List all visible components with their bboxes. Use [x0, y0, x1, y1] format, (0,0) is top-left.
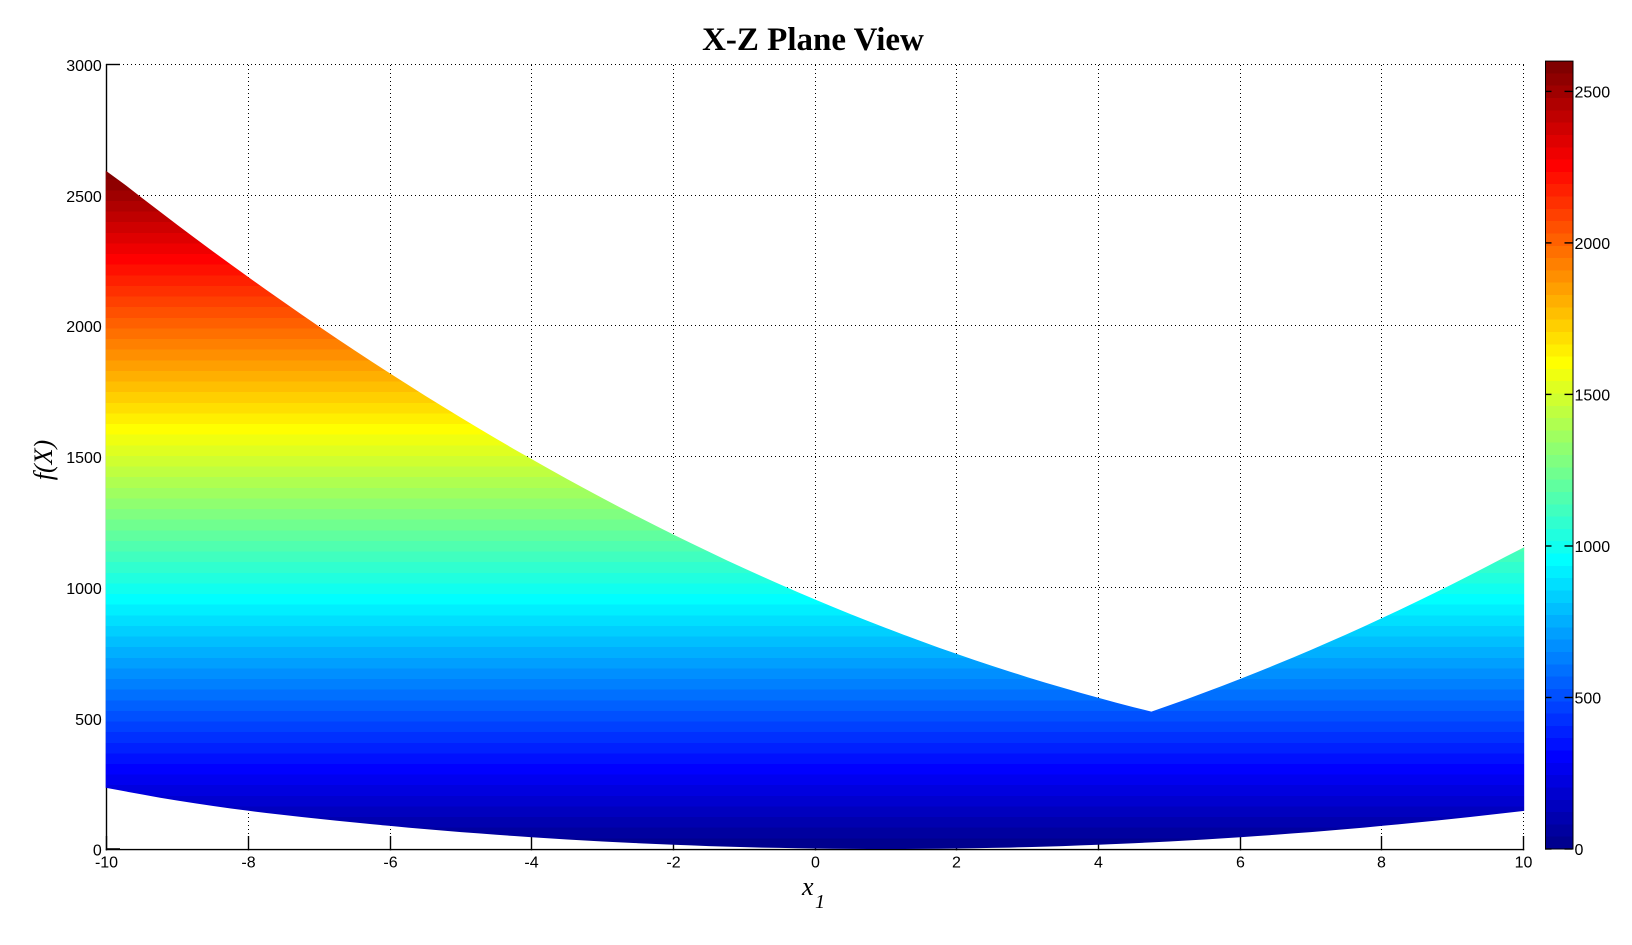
svg-text:10: 10 — [1515, 855, 1533, 872]
svg-text:-2: -2 — [666, 855, 680, 872]
svg-text:1000: 1000 — [1575, 539, 1611, 556]
svg-text:1000: 1000 — [66, 581, 102, 598]
svg-text:2500: 2500 — [1575, 85, 1611, 102]
svg-text:500: 500 — [75, 712, 102, 729]
svg-text:0: 0 — [811, 855, 820, 872]
svg-text:2500: 2500 — [66, 189, 102, 206]
svg-text:1: 1 — [815, 891, 825, 913]
svg-text:8: 8 — [1377, 855, 1386, 872]
svg-text:-4: -4 — [524, 855, 538, 872]
svg-text:-6: -6 — [383, 855, 397, 872]
svg-text:6: 6 — [1236, 855, 1245, 872]
svg-text:3000: 3000 — [66, 58, 102, 75]
svg-text:1500: 1500 — [66, 450, 102, 467]
svg-text:-8: -8 — [241, 855, 255, 872]
svg-text:-10: -10 — [95, 855, 118, 872]
svg-text:500: 500 — [1575, 691, 1602, 708]
svg-text:2000: 2000 — [66, 319, 102, 336]
svg-text:2000: 2000 — [1575, 236, 1611, 253]
svg-text:2: 2 — [952, 855, 961, 872]
svg-text:1500: 1500 — [1575, 388, 1611, 405]
svg-text:f(X): f(X) — [29, 440, 58, 480]
svg-text:0: 0 — [93, 842, 102, 859]
svg-text:X-Z Plane View: X-Z Plane View — [702, 22, 924, 58]
svg-text:x: x — [801, 872, 814, 901]
svg-text:4: 4 — [1094, 855, 1103, 872]
svg-text:0: 0 — [1575, 842, 1584, 859]
